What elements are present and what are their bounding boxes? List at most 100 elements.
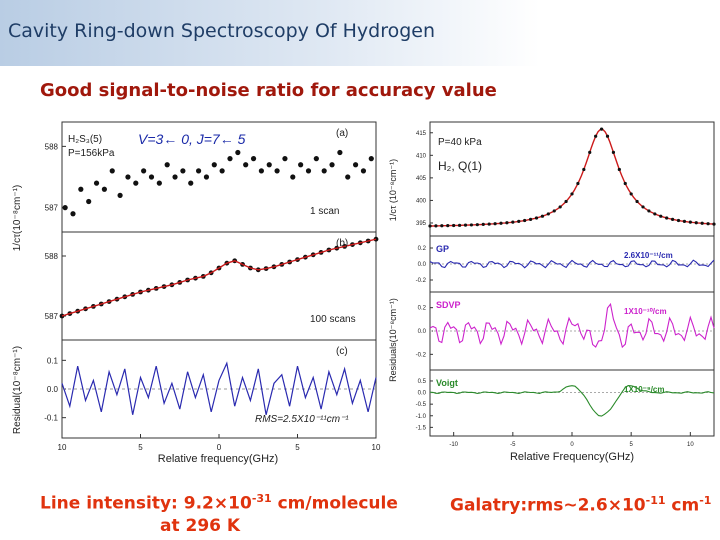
data-point-1scan: [203, 174, 210, 180]
left-y-tick-label: 0.0: [47, 385, 59, 394]
left-y-tick-label: -0.1: [44, 414, 58, 423]
lineshape-data-point: [475, 223, 479, 227]
lineshape-data-point: [511, 220, 515, 224]
right-y-tick-label: 0.5: [418, 379, 427, 385]
data-point-1scan: [172, 174, 178, 180]
data-point-1scan: [329, 162, 335, 168]
lineshape-data-point: [499, 221, 503, 225]
data-point-1scan: [345, 174, 351, 180]
lineshape-data-point: [576, 181, 580, 186]
lineshape-data-point: [469, 223, 474, 227]
residual-voigt-rms: 1X10⁻⁹/cm: [624, 385, 665, 394]
lineshape-data-point: [552, 209, 556, 213]
data-point-1scan: [195, 168, 202, 174]
right-y-tick-label: 0.0: [418, 262, 427, 268]
data-point-1scan: [93, 180, 100, 186]
lineshape-data-point: [540, 214, 545, 218]
lineshape-data-point: [493, 222, 497, 226]
lineshape-data-point: [594, 134, 598, 138]
panel-note: RMS=2.5X10⁻¹¹cm⁻¹: [255, 414, 349, 425]
left-y-tick-label: 587: [45, 312, 59, 321]
right-y-tick-label: -1.0: [416, 414, 427, 420]
residual-gp-label: GP: [436, 244, 449, 254]
left-y-tick-label: 588: [45, 142, 59, 151]
lineshape-data-point: [688, 220, 692, 224]
data-point-1scan: [101, 186, 107, 192]
right-x-tick-label: -5: [510, 442, 516, 448]
line-intensity-exponent: -31: [251, 492, 272, 505]
lineshape-data-point: [706, 222, 710, 226]
lineshape-data-point: [505, 221, 509, 225]
galatry-tilde: ~: [563, 495, 578, 516]
data-point-1scan: [148, 174, 155, 180]
data-point-1scan: [70, 211, 76, 217]
lineshape-data-point: [534, 216, 539, 220]
lineshape-data-point: [523, 218, 527, 223]
data-point-1scan: [141, 168, 147, 174]
data-point-1scan: [211, 162, 217, 168]
lineshape-data-point: [570, 192, 574, 196]
data-point-1scan: [133, 180, 139, 186]
right-y-tick-label: -0.5: [416, 402, 427, 408]
lineshape-data-point: [463, 223, 468, 227]
data-point-1scan: [258, 168, 264, 174]
right-pressure-label: P=40 kPa: [438, 137, 482, 148]
lineshape-data-point: [428, 224, 432, 228]
lineshape-data-point: [700, 221, 704, 225]
residual-gp-rms: 2.6X10⁻¹¹/cm: [624, 251, 673, 260]
data-point-1scan: [219, 168, 225, 174]
data-point-1scan: [266, 162, 272, 168]
line-intensity-prefix: Line intensity: 9.2: [40, 493, 214, 514]
data-point-1scan: [290, 174, 296, 180]
data-point-1scan: [86, 198, 92, 205]
data-point-1scan: [360, 168, 367, 174]
lineshape-data-point: [605, 134, 610, 138]
data-point-1scan: [164, 162, 170, 168]
data-point-1scan: [188, 180, 194, 186]
galatry-prefix: Galatry:rms: [450, 495, 564, 516]
right-y-tick-label: 0.2: [418, 246, 427, 252]
galatry-exponent: -11: [645, 494, 666, 507]
lineshape-data-point: [682, 219, 687, 223]
transition-label: V=3← 0, J=7← 5: [138, 131, 246, 147]
right-y-tick-label: 415: [416, 131, 427, 137]
residual-voigt-label: Voigt: [436, 378, 458, 388]
data-point-1scan: [298, 162, 304, 168]
right-y-tick-label: -0.2: [416, 278, 427, 284]
data-point-1scan: [274, 168, 280, 174]
lineshape-data-point: [647, 209, 651, 213]
lineshape-data-point: [599, 127, 604, 131]
lineshape-data-point: [629, 192, 633, 196]
line-intensity-unit: cm/molecule: [271, 493, 398, 514]
data-point-1scan: [117, 192, 123, 198]
left-x-tick-label: 10: [372, 443, 381, 452]
title-bar: [0, 0, 720, 66]
right-y-axis-label: 1/cτ (10⁻⁸cm⁻¹): [388, 159, 398, 221]
right-species-label: H₂, Q(1): [438, 159, 482, 173]
lineshape-data-point: [641, 205, 645, 209]
lineshape-data-point: [588, 150, 592, 154]
lineshape-data-point: [712, 222, 716, 226]
left-y-tick-label: 0.1: [47, 356, 59, 365]
galatry-times: ×: [607, 495, 622, 516]
data-point-1scan: [305, 168, 312, 174]
lineshape-data-point: [446, 224, 450, 228]
right-residual-y-axis-label: Residuals(10⁻⁸cm⁻¹): [388, 298, 398, 382]
left-x-tick-label: 5: [295, 443, 300, 452]
pressure-label: P=156kPa: [68, 148, 115, 159]
lineshape-data-point: [434, 224, 438, 228]
galatry-mantissa: 10: [621, 495, 646, 516]
right-y-tick-label: 410: [416, 153, 427, 159]
right-y-tick-label: 395: [416, 221, 427, 227]
residual-gp-line: [429, 259, 715, 269]
species-label: H₂S₃(5): [68, 134, 102, 145]
galatry-unit: cm: [665, 495, 700, 516]
left-y-tick-label: 587: [45, 204, 59, 213]
left-y-tick-label: 588: [45, 252, 59, 261]
lineshape-data-point: [694, 221, 698, 225]
data-point-1scan: [235, 149, 241, 156]
right-y-tick-label: -0.2: [416, 352, 427, 358]
line-intensity-times: ×: [213, 493, 229, 514]
residual-line: [61, 361, 377, 415]
right-x-tick-label: -10: [449, 442, 458, 448]
